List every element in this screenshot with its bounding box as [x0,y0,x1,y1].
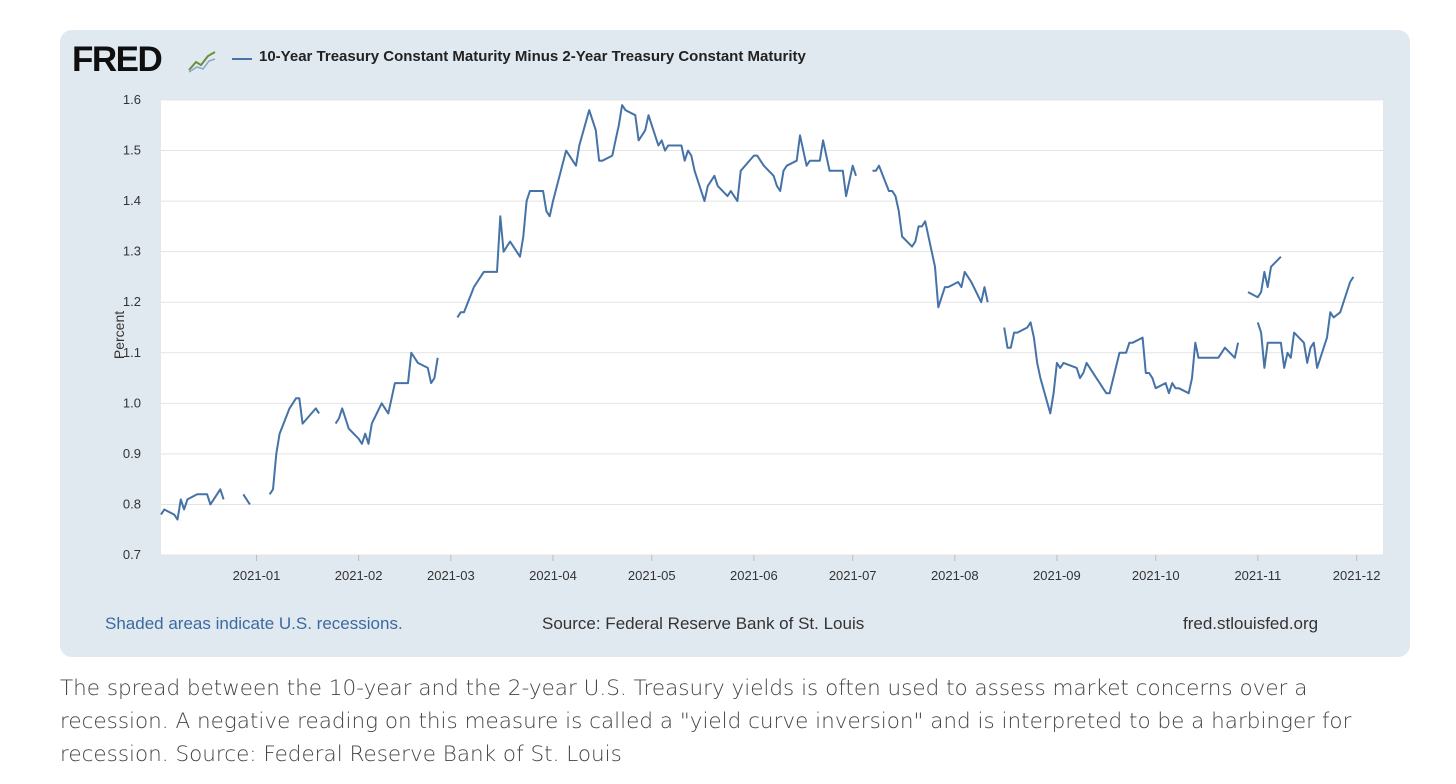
y-tick-label: 1.2 [123,294,141,309]
chart-card: FRED 10-Year Treasury Constant Maturity … [60,30,1410,657]
x-tick-label: 2021-12 [1333,568,1381,583]
x-tick-label: 2021-06 [730,568,778,583]
y-tick-label: 1.0 [123,395,141,410]
x-tick-label: 2021-08 [931,568,979,583]
site-link[interactable]: fred.stlouisfed.org [1183,614,1319,633]
y-tick-label: 0.7 [123,547,141,562]
x-tick-label: 2021-11 [1234,568,1281,583]
y-tick-label: 1.4 [123,193,141,208]
series-line-segment [1003,321,1240,415]
x-tick-label: 2021-04 [529,568,577,583]
y-tick-label: 1.1 [123,345,141,360]
y-tick-label: 1.6 [123,92,141,107]
legend-swatch [232,58,252,60]
y-tick-label: 1.3 [123,244,141,259]
series-line-segment [456,104,857,318]
y-tick-label: 0.8 [123,496,141,511]
y-tick-label: 0.9 [123,446,141,461]
fred-logo[interactable]: FRED [72,40,163,79]
y-axis-label: Percent [111,310,127,360]
x-tick-label: 2021-09 [1033,568,1081,583]
series-line-segment [1247,255,1282,299]
x-tick-label: 2021-05 [628,568,676,583]
series-line-segment [334,351,439,445]
x-tick-label: 2021-07 [829,568,877,583]
series-line-segment [268,397,320,495]
y-tick-label: 1.5 [123,143,141,158]
recession-note-link[interactable]: Shaded areas indicate U.S. recessions. [105,614,403,633]
figure-caption: The spread between the 10-year and the 2… [60,676,1352,767]
plot-area [161,100,1383,555]
x-tick-label: 2021-02 [335,568,383,583]
series-line-segment [1256,276,1355,369]
series-line-segment [160,488,225,521]
x-tick-label: 2021-03 [427,568,475,583]
x-tick-label: 2021-01 [233,568,281,583]
series-title: 10-Year Treasury Constant Maturity Minus… [259,48,806,65]
line-chart: 0.7 0.8 0.9 1.0 1.1 1.2 1.3 1.4 1.5 1.6 2021-01 202… [123,92,1383,583]
x-tick-label: 2021-10 [1132,568,1180,583]
line-chart-icon [187,48,217,74]
series-line-segment [242,493,251,505]
series-line-segment [872,164,989,309]
source-text: Source: Federal Reserve Bank of St. Loui… [542,614,865,633]
